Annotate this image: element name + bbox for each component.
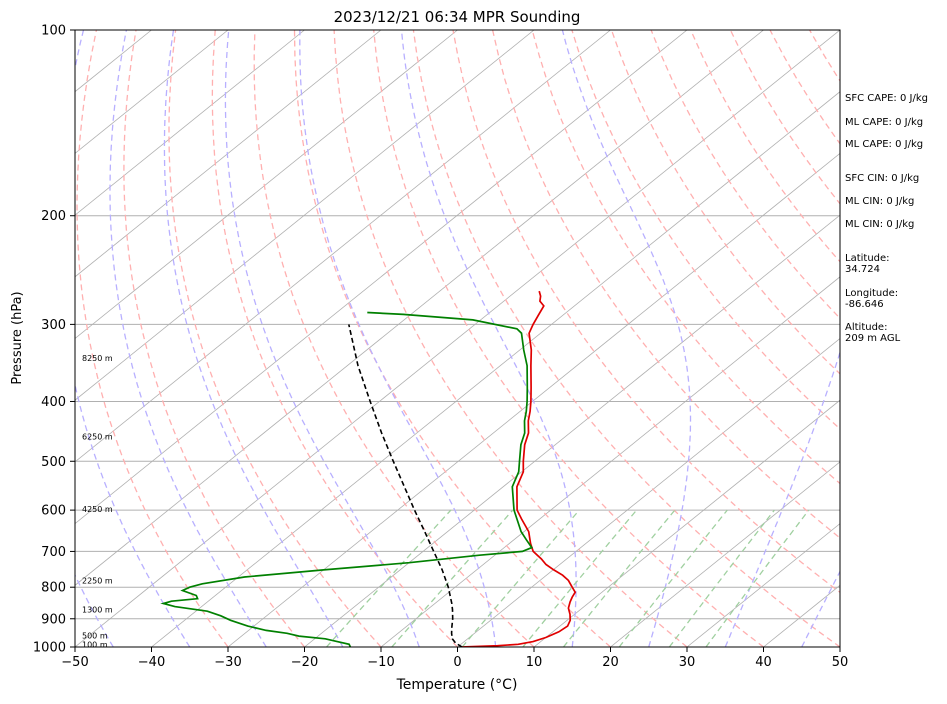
dry-adiabat-line [929, 30, 947, 647]
height-label: 6250 m [82, 433, 113, 442]
dry-adiabat-line [212, 30, 457, 647]
ml-cape-text: ML CAPE: 0 J/kg [845, 117, 923, 128]
ml-cin-text-2: ML CIN: 0 J/kg [845, 219, 914, 230]
isotherm-line [228, 30, 947, 647]
moist-adiabat-line [110, 30, 266, 647]
longitude-text: Longitude: -86.646 [845, 288, 898, 310]
y-axis-label: Pressure (hPa) [10, 291, 25, 384]
isotherm-line [0, 30, 458, 647]
y-tick-label: 100 [41, 24, 66, 39]
height-label: 100 m [82, 640, 108, 649]
x-tick-label: 30 [679, 655, 696, 670]
isotherm-line [0, 30, 611, 647]
x-tick-label: −20 [291, 655, 318, 670]
dry-adiabat-line [413, 30, 840, 647]
isotherm-line [0, 30, 228, 647]
x-tick-label: −30 [214, 655, 241, 670]
dry-adiabat-line [169, 30, 381, 647]
y-tick-label: 600 [41, 504, 66, 519]
y-tick-label: 700 [41, 545, 66, 560]
y-tick-label: 500 [41, 455, 66, 470]
moist-adiabat-line [562, 30, 690, 647]
y-tick-label: 400 [41, 395, 66, 410]
y-tick-label: 900 [41, 612, 66, 627]
ml-cin-text: ML CIN: 0 J/kg [845, 196, 914, 207]
height-label: 500 m [82, 632, 108, 641]
x-tick-label: −50 [61, 655, 88, 670]
series-lines [163, 291, 575, 647]
sfc-cape-text: SFC CAPE: 0 J/kg [845, 93, 928, 104]
y-tick-label: 200 [41, 209, 66, 224]
dry-adiabat-line [77, 30, 228, 647]
sfc-cin-text: SFC CIN: 0 J/kg [845, 173, 919, 184]
height-label: 8250 m [82, 354, 113, 363]
moist-adiabat-line [58, 30, 190, 647]
x-tick-label: 0 [453, 655, 461, 670]
x-axis-ticks: −50 −40 −30 −20 −10 0 10 20 30 40 50 [61, 647, 848, 670]
dry-adiabat-line [374, 30, 764, 647]
mixing-ratio-line [523, 510, 637, 647]
dewpoint-line [163, 313, 531, 648]
mixing-ratio-line [327, 510, 451, 647]
moist-adiabat-line [300, 30, 496, 647]
x-tick-label: 50 [832, 655, 849, 670]
height-label: 1300 m [82, 606, 113, 615]
x-tick-label: 20 [602, 655, 619, 670]
dry-adiabat-line [334, 30, 687, 647]
x-axis-label: Temperature (°C) [396, 677, 518, 693]
x-tick-label: −10 [367, 655, 394, 670]
y-axis-ticks: 1000 900 800 700 600 500 400 300 200 100 [33, 24, 75, 656]
x-tick-label: 10 [526, 655, 543, 670]
y-tick-label: 300 [41, 318, 66, 333]
altitude-text: Altitude: 209 m AGL [845, 322, 900, 344]
y-tick-label: 800 [41, 581, 66, 596]
x-tick-label: 40 [755, 655, 772, 670]
latitude-text: Latitude: 34.724 [845, 253, 890, 275]
height-label: 2250 m [82, 576, 113, 585]
parcel-line [349, 324, 462, 647]
ml-cape-text-2: ML CAPE: 0 J/kg [845, 139, 923, 150]
chart-title: 2023/12/21 06:34 MPR Sounding [334, 8, 581, 26]
height-label: 4250 m [82, 505, 113, 514]
y-tick-label: 1000 [33, 641, 66, 656]
background-lines [0, 30, 947, 647]
x-tick-label: −40 [138, 655, 165, 670]
